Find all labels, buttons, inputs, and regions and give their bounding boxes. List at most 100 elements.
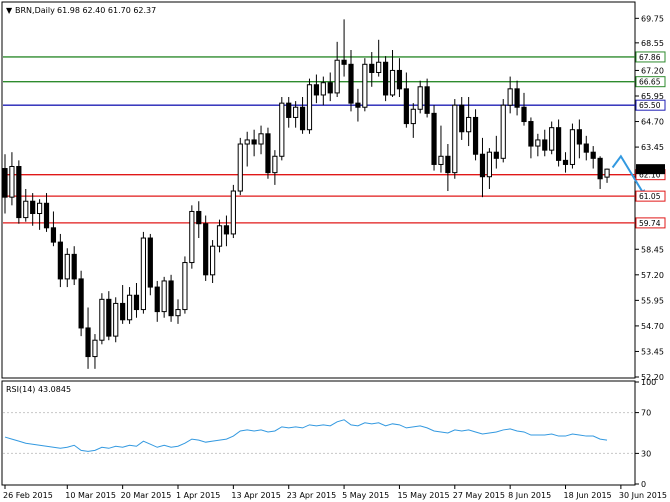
- level-label: 65.50: [639, 101, 661, 110]
- y-tick-label: 57.20: [641, 271, 664, 280]
- candle-body-up: [237, 143, 243, 192]
- x-tick-label: 5 May 2015: [342, 491, 389, 500]
- candle-body-up: [99, 298, 105, 341]
- symbol-marker-icon: ▼: [6, 6, 13, 15]
- candle-body-up: [258, 133, 264, 145]
- rsi-tick-label: 0: [641, 480, 646, 489]
- x-tick-label: 8 Jun 2015: [508, 491, 551, 500]
- candle-body-down: [265, 133, 271, 174]
- candle-body-up: [500, 104, 506, 159]
- candle-body-down: [472, 116, 479, 155]
- candle-body-up: [37, 202, 43, 215]
- level-lines: [3, 56, 635, 224]
- x-tick-label: 13 Apr 2015: [231, 491, 280, 500]
- x-tick-label: 23 Apr 2015: [287, 491, 336, 500]
- level-label-box: [635, 99, 666, 111]
- candle-body-up: [23, 200, 29, 219]
- forecast-arrow-line: [611, 154, 646, 197]
- candle-body-down: [576, 129, 582, 145]
- candle-body-down: [154, 286, 160, 313]
- x-tick-label: 27 May 2015: [453, 491, 505, 500]
- main-panel: [1, 1, 636, 379]
- candle-body-down: [85, 327, 91, 358]
- candle-body-down: [2, 168, 8, 198]
- current-price-label: 62.37: [639, 165, 661, 174]
- level-label-box: [635, 190, 666, 202]
- level-label: 62.10: [639, 171, 661, 180]
- candle-body-down: [542, 139, 548, 151]
- candle-body-down: [514, 88, 520, 108]
- candle-body-up: [362, 63, 368, 108]
- candle-body-down: [120, 302, 126, 321]
- x-tick-label: 26 Feb 2015: [3, 491, 53, 500]
- candle-body-down: [203, 223, 209, 276]
- candle-body-down: [431, 112, 437, 165]
- y-tick-label: 69.75: [641, 14, 664, 23]
- candle-body-up: [507, 88, 513, 106]
- candle-body-down: [424, 86, 430, 114]
- y-tick-label: 67.20: [641, 66, 664, 75]
- rsi-tick-label: 30: [641, 449, 651, 458]
- candle-body-down: [597, 157, 603, 180]
- x-tick-label: 20 Mar 2015: [121, 491, 172, 500]
- candle-body-up: [486, 151, 492, 178]
- level-label: 61.05: [639, 192, 661, 201]
- candle-body-down: [493, 151, 499, 159]
- level-label-box: [635, 217, 666, 229]
- candle-body-down: [223, 225, 230, 235]
- candle-body-up: [279, 102, 285, 157]
- candle-body-down: [50, 227, 57, 243]
- candle-body-up: [438, 155, 444, 165]
- candle-body-up: [320, 82, 326, 96]
- candle-body-down: [396, 69, 403, 90]
- candle-body-down: [403, 88, 409, 125]
- candle-body-up: [569, 129, 576, 165]
- candle-body-up: [9, 165, 15, 198]
- level-labels: 67.86 66.65 65.50 62.10 61.05 59.74 62.37: [635, 51, 666, 229]
- candle-body-up: [64, 253, 70, 280]
- candle-body-up: [140, 237, 147, 311]
- y-tick-label: 53.45: [641, 347, 664, 356]
- candle-body-down: [528, 121, 534, 147]
- candle-body-down: [590, 151, 596, 159]
- candle-body-down: [383, 61, 389, 96]
- ohlc-label: 61.98 62.40 61.70 62.37: [57, 6, 156, 15]
- candle-body-down: [196, 210, 202, 225]
- rsi-line: [4, 419, 608, 452]
- candle-body-down: [106, 298, 112, 337]
- candle-body-up: [175, 309, 181, 317]
- candle-body-up: [272, 155, 278, 174]
- x-axis-ticks: 26 Feb 2015 10 Mar 2015 20 Mar 2015 1 Apr 2…: [3, 485, 667, 500]
- candle-body-down: [348, 63, 354, 104]
- candle-body-up: [389, 69, 396, 96]
- candle-body-down: [341, 59, 347, 65]
- candle-body-down: [147, 237, 153, 288]
- y-tick-label: 52.20: [641, 373, 664, 382]
- candle-body-up: [306, 84, 313, 131]
- candle-body-down: [30, 200, 36, 215]
- candle-body-down: [583, 143, 589, 153]
- candle-body-down: [369, 63, 375, 73]
- candle-body-up: [216, 225, 223, 247]
- candle-body-down: [16, 165, 22, 219]
- x-tick-label: 10 Mar 2015: [65, 491, 116, 500]
- candle-body-up: [417, 86, 423, 110]
- candle-body-down: [479, 153, 486, 178]
- candle-body-down: [251, 139, 257, 145]
- candle-body-down: [168, 280, 174, 317]
- candle-body-down: [57, 241, 63, 280]
- y-tick-label: 63.45: [641, 143, 664, 152]
- y-tick-label: 54.70: [641, 322, 664, 331]
- x-tick-label: 15 May 2015: [397, 491, 449, 500]
- y-tick-label: 58.45: [641, 245, 664, 254]
- candle-body-up: [549, 127, 555, 151]
- candle-body-up: [410, 108, 416, 125]
- candle-body-down: [459, 104, 465, 133]
- candle-body-down: [327, 82, 333, 94]
- current-price-box: [636, 164, 665, 175]
- rsi-tick-label: 70: [641, 409, 651, 418]
- candle-body-up: [210, 245, 216, 276]
- candle-body-up: [376, 61, 382, 73]
- candles: [2, 19, 610, 369]
